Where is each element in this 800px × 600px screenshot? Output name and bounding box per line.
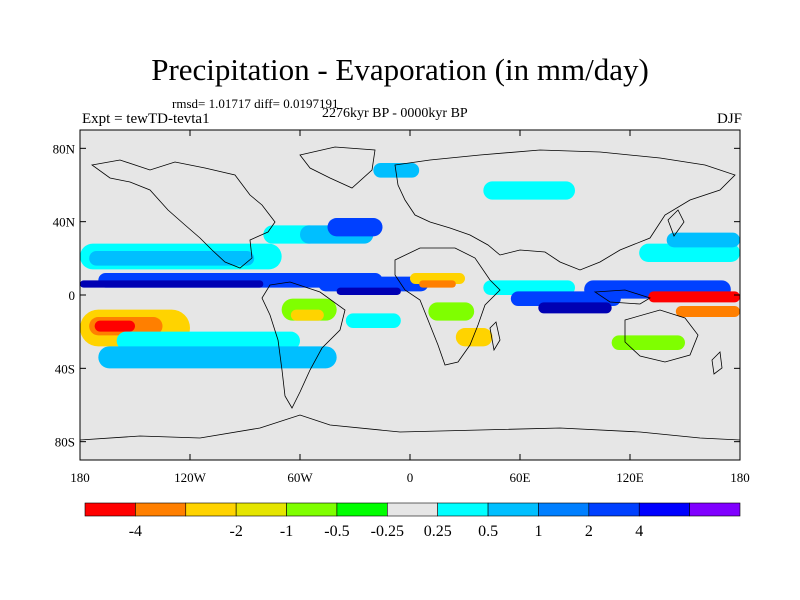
colorbar-swatch bbox=[235, 502, 287, 517]
y-tick-label: 40N bbox=[53, 215, 76, 230]
field-patch-13 bbox=[336, 287, 401, 295]
colorbar-swatch bbox=[437, 502, 489, 517]
y-axis: 80N 40N 0 40S 80S bbox=[53, 141, 740, 450]
coastline-new-zealand bbox=[711, 351, 723, 375]
x-tick-label: 180 bbox=[730, 470, 750, 485]
coastlines bbox=[80, 146, 740, 441]
field-patch-australia bbox=[611, 335, 685, 350]
coastline-australia bbox=[624, 309, 699, 363]
colorbar-label: -0.25 bbox=[371, 523, 404, 540]
field-patch-28 bbox=[666, 232, 740, 248]
x-tick-label: 60E bbox=[510, 470, 531, 485]
coastline-africa bbox=[394, 247, 501, 366]
colorbar: -4 -2 -1 -0.5 -0.25 0.25 0.5 1 2 4 bbox=[84, 502, 741, 540]
field-patch-11 bbox=[327, 218, 383, 237]
x-tick-label: 120W bbox=[174, 470, 207, 485]
colorbar-swatch bbox=[638, 502, 690, 517]
field-patch-southern-africa bbox=[455, 328, 493, 347]
colorbar-swatch bbox=[84, 502, 136, 517]
field-patch-15 bbox=[290, 309, 324, 321]
colorbar-swatch bbox=[135, 502, 187, 517]
colorbar-swatch bbox=[588, 502, 640, 517]
coastline-antarctica bbox=[80, 414, 740, 441]
field-patch-congo bbox=[428, 302, 475, 321]
period-label: 2276kyr BP - 0000kyr BP bbox=[322, 106, 468, 121]
field-patch-23 bbox=[538, 302, 612, 314]
x-tick-label: 180 bbox=[70, 470, 90, 485]
field-patch-arctic-atlantic bbox=[483, 181, 575, 200]
field-patch-3 bbox=[80, 280, 264, 288]
colorbar-swatch bbox=[487, 502, 539, 517]
coastline-north-america bbox=[91, 159, 276, 269]
x-tick-label: 0 bbox=[407, 470, 414, 485]
field-patch-6 bbox=[94, 320, 135, 332]
x-tick-label: 120E bbox=[616, 470, 644, 485]
field-patch-kuroshio bbox=[639, 243, 740, 262]
season-label: DJF bbox=[716, 111, 742, 127]
field-patch-south-pacific-storm-track bbox=[116, 331, 301, 350]
colorbar-label: 2 bbox=[585, 523, 593, 540]
colorbar-label: 1 bbox=[534, 523, 542, 540]
x-tick-label: 60W bbox=[287, 470, 313, 485]
coastline-japan bbox=[667, 209, 685, 237]
y-tick-label: 80S bbox=[55, 435, 75, 450]
colorbar-label: 4 bbox=[635, 523, 643, 540]
coastline-greenland bbox=[299, 146, 376, 189]
colorbar-swatch bbox=[286, 502, 338, 517]
y-tick-label: 0 bbox=[69, 288, 76, 303]
colorbar-swatch bbox=[538, 502, 590, 517]
stats-text: rmsd= 1.01717 diff= 0.0197191 bbox=[172, 96, 339, 111]
colorbar-label: -2 bbox=[229, 523, 242, 540]
colorbar-label: -1 bbox=[280, 523, 293, 540]
coastline-south-america bbox=[261, 281, 346, 409]
colorbar-label: 0.25 bbox=[424, 523, 452, 540]
experiment-label: Expt = tewTD-tevta1 bbox=[82, 111, 210, 127]
precip-field bbox=[80, 163, 740, 369]
colorbar-label: -4 bbox=[129, 523, 142, 540]
field-patch-26 bbox=[675, 306, 740, 317]
coastline-madagascar bbox=[489, 321, 501, 352]
colorbar-swatch bbox=[185, 502, 237, 517]
x-axis: 180 120W 60W 0 60E 120E 180 bbox=[70, 130, 750, 485]
colorbar-swatch bbox=[689, 502, 741, 517]
coastline-indonesia bbox=[593, 289, 651, 305]
field-patch-1 bbox=[89, 251, 255, 266]
colorbar-swatch bbox=[336, 502, 388, 517]
field-patch-31 bbox=[373, 163, 420, 178]
colorbar-label: 0.5 bbox=[478, 523, 498, 540]
colorbar-label: -0.5 bbox=[324, 523, 349, 540]
y-tick-label: 80N bbox=[53, 141, 76, 156]
field-patch-west-pacific-dry bbox=[648, 291, 740, 303]
field-patch-18 bbox=[419, 280, 456, 288]
y-tick-label: 40S bbox=[55, 361, 75, 376]
field-patch-8 bbox=[98, 346, 337, 369]
colorbar-swatch bbox=[387, 502, 438, 517]
coastline-eurasia bbox=[394, 149, 736, 271]
plot-title: Precipitation - Evaporation (in mm/day) bbox=[151, 52, 649, 87]
field-patch-16 bbox=[345, 313, 401, 328]
